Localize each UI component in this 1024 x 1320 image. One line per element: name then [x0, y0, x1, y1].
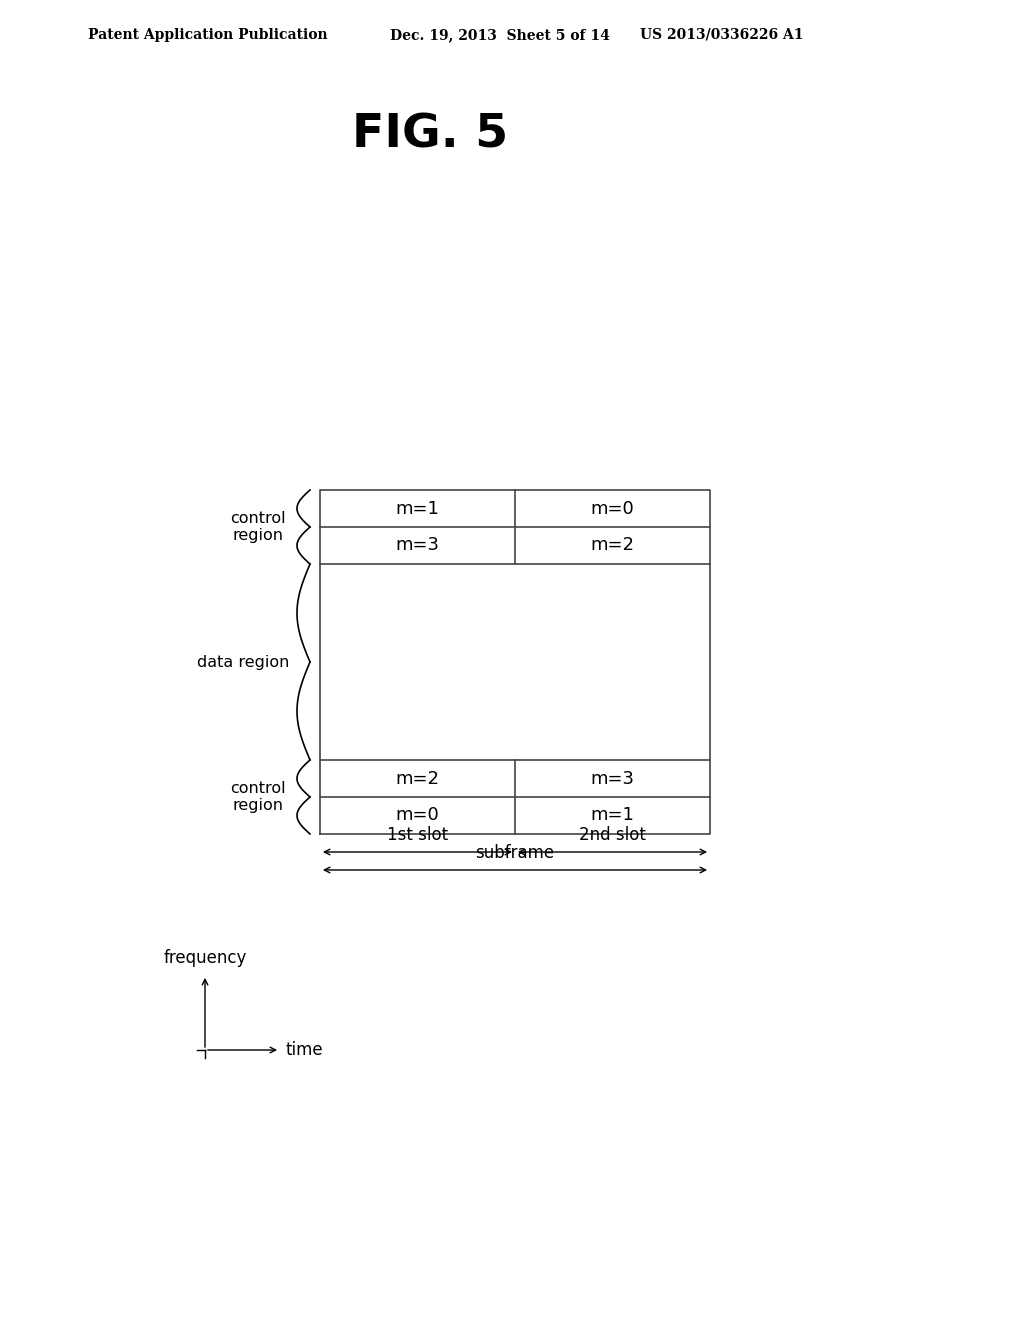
- Text: m=3: m=3: [591, 770, 635, 788]
- Text: m=0: m=0: [591, 499, 635, 517]
- Text: control
region: control region: [230, 781, 286, 813]
- Text: time: time: [285, 1041, 323, 1059]
- Text: m=1: m=1: [395, 499, 439, 517]
- Text: Dec. 19, 2013  Sheet 5 of 14: Dec. 19, 2013 Sheet 5 of 14: [390, 28, 610, 42]
- Text: m=2: m=2: [395, 770, 439, 788]
- Text: m=0: m=0: [395, 807, 439, 825]
- Text: 2nd slot: 2nd slot: [579, 826, 646, 843]
- Text: frequency: frequency: [163, 949, 247, 968]
- Text: US 2013/0336226 A1: US 2013/0336226 A1: [640, 28, 804, 42]
- Text: subframe: subframe: [475, 843, 555, 862]
- Text: m=1: m=1: [591, 807, 635, 825]
- Text: FIG. 5: FIG. 5: [352, 112, 508, 157]
- Text: m=2: m=2: [591, 536, 635, 554]
- Text: m=3: m=3: [395, 536, 439, 554]
- Text: 1st slot: 1st slot: [387, 826, 449, 843]
- Text: control
region: control region: [230, 511, 286, 544]
- Text: Patent Application Publication: Patent Application Publication: [88, 28, 328, 42]
- Text: data region: data region: [197, 655, 289, 669]
